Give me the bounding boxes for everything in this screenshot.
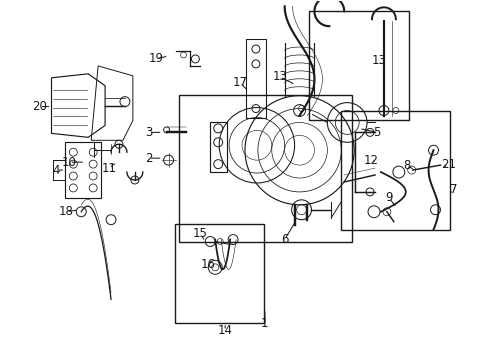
- Text: 15: 15: [192, 227, 207, 240]
- Text: 2: 2: [145, 152, 152, 165]
- Text: 13: 13: [272, 70, 286, 83]
- Text: 18: 18: [59, 205, 74, 218]
- Text: 5: 5: [372, 126, 380, 139]
- Text: 13: 13: [371, 54, 386, 67]
- Text: 8: 8: [402, 159, 409, 172]
- Text: 11: 11: [102, 162, 116, 175]
- Text: 3: 3: [145, 126, 152, 139]
- Text: 20: 20: [32, 100, 47, 113]
- Text: 19: 19: [148, 53, 163, 66]
- Text: 9: 9: [385, 192, 392, 204]
- Text: 16: 16: [201, 258, 215, 271]
- Text: 14: 14: [217, 324, 232, 337]
- Bar: [309, 11, 408, 121]
- Text: 7: 7: [448, 184, 456, 197]
- Bar: [174, 224, 264, 323]
- Text: 10: 10: [62, 156, 77, 168]
- Bar: [178, 95, 351, 242]
- Text: 4: 4: [53, 163, 60, 176]
- Bar: [341, 111, 449, 230]
- Text: 17: 17: [232, 76, 247, 89]
- Text: 1: 1: [261, 318, 268, 330]
- Text: 12: 12: [363, 154, 378, 167]
- Text: 6: 6: [281, 233, 288, 246]
- Text: 21: 21: [440, 158, 455, 171]
